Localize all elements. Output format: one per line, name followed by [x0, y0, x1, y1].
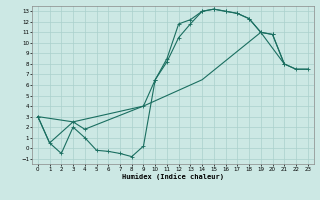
X-axis label: Humidex (Indice chaleur): Humidex (Indice chaleur)	[122, 173, 224, 180]
